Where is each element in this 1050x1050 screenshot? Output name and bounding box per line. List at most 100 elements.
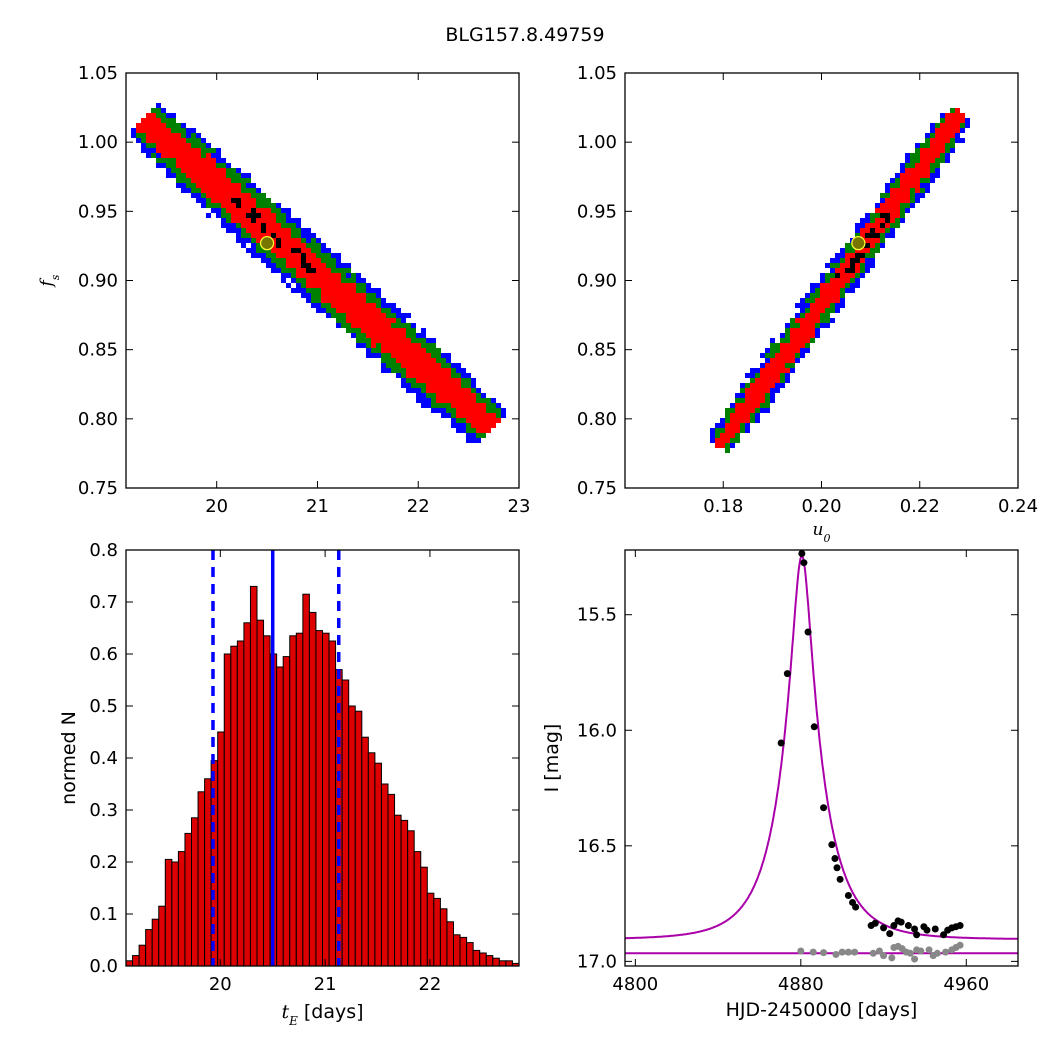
posterior-cell [421,383,426,388]
posterior-cell [900,198,905,203]
posterior-cell [391,358,396,363]
posterior-cell [745,423,750,428]
posterior-cell [326,248,331,253]
posterior-cell [880,233,885,238]
posterior-cell [466,378,471,383]
posterior-cell [446,408,451,413]
posterior-cell [281,208,286,213]
posterior-cell [181,148,186,153]
residual-point [942,948,950,956]
posterior-cell [770,353,775,358]
posterior-cell [221,208,226,213]
posterior-cell [356,298,361,303]
posterior-cell [176,138,181,143]
posterior-cell [780,378,785,383]
posterior-cell [905,158,910,163]
posterior-cell [805,348,810,353]
posterior-cell [830,268,835,273]
posterior-cell [855,223,860,228]
posterior-cell [865,268,870,273]
posterior-cell [326,253,331,258]
posterior-cell [236,218,241,223]
posterior-cell [176,128,181,133]
posterior-cell [431,348,436,353]
posterior-cell [910,153,915,158]
posterior-cell [256,218,261,223]
posterior-cell [476,418,481,423]
posterior-cell [765,403,770,408]
posterior-cell [436,348,441,353]
posterior-cell [381,313,386,318]
data-point [810,723,818,731]
posterior-cell [950,118,955,123]
posterior-cell [416,388,421,393]
posterior-cell [860,233,865,238]
posterior-cell [915,163,920,168]
posterior-cell [391,363,396,368]
posterior-cell [940,128,945,133]
posterior-cell [920,178,925,183]
posterior-cell [391,333,396,338]
posterior-cell [925,153,930,158]
posterior-cell [296,228,301,233]
posterior-cell [815,323,820,328]
posterior-cell [860,218,865,223]
posterior-cell [226,213,231,218]
posterior-cell [156,148,161,153]
posterior-cell [386,313,391,318]
posterior-cell [376,343,381,348]
posterior-cell [815,318,820,323]
posterior-cell [386,363,391,368]
posterior-cell [456,408,461,413]
posterior-cell [276,223,281,228]
data-point [833,864,841,872]
posterior-cell [795,358,800,363]
posterior-cells [131,103,506,443]
posterior-cell [870,263,875,268]
posterior-cell [241,228,246,233]
posterior-cell [381,368,386,373]
posterior-cell [156,143,161,148]
histogram-bar [492,957,500,967]
posterior-cell [206,158,211,163]
posterior-cell [466,373,471,378]
posterior-cell [256,233,261,238]
posterior-cell [186,188,191,193]
posterior-cell [156,153,161,158]
posterior-cell [341,293,346,298]
posterior-cell [855,258,860,263]
posterior-cell [431,383,436,388]
posterior-cell [261,208,266,213]
posterior-cell [161,143,166,148]
posterior-cell [196,183,201,188]
posterior-cell [466,408,471,413]
posterior-cell [146,153,151,158]
posterior-cell [790,353,795,358]
y-tick-label: 0.75 [577,478,617,499]
posterior-cell [226,178,231,183]
x-axis-label: u0 [813,520,831,545]
data-point [913,931,921,939]
posterior-cell [216,208,221,213]
posterior-cell [461,423,466,428]
posterior-cell [206,163,211,168]
posterior-cell [181,178,186,183]
posterior-cell [491,403,496,408]
histogram-bar [132,955,140,967]
y-axis-label: I [mag] [541,724,563,793]
posterior-cell [171,113,176,118]
posterior-cell [281,233,286,238]
posterior-cell [895,218,900,223]
posterior-cell [311,303,316,308]
posterior-cell [835,308,840,313]
posterior-cell [216,163,221,168]
posterior-cell [411,348,416,353]
posterior-cell [311,283,316,288]
posterior-cell [905,173,910,178]
posterior-cell [261,228,266,233]
posterior-cell [800,303,805,308]
posterior-cell [775,358,780,363]
data-point [890,922,898,930]
posterior-cell [336,303,341,308]
residual-point [956,941,964,949]
